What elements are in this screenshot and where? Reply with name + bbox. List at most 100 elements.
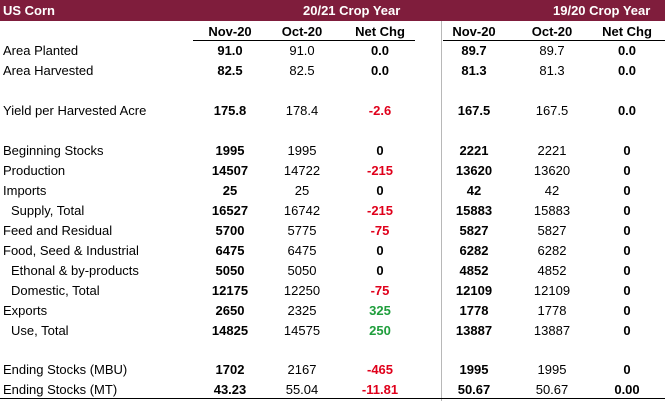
table-cell: -75 [370, 223, 390, 238]
table-cell: 91.0 [289, 43, 315, 58]
table-cell: -11.81 [361, 382, 399, 397]
table-cell: 2221 [537, 143, 567, 158]
table-cell: 5827 [459, 223, 489, 238]
table-cell: 5700 [215, 223, 245, 238]
col-cur-oct: Oct-20 [281, 24, 323, 39]
row-label: Yield per Harvested Acre [3, 103, 147, 118]
table-row: Imports 25 25 0 42 42 0 [0, 181, 665, 201]
table-cell: 13620 [533, 163, 571, 178]
table-cell: 81.3 [539, 63, 565, 78]
table-cell: 0.0 [617, 63, 637, 78]
table-cell: 0.00 [614, 382, 640, 397]
table-cell: 4852 [459, 263, 489, 278]
table-cell: 13620 [455, 163, 493, 178]
table-cell: 6282 [537, 243, 567, 258]
table-cell: 0 [376, 183, 384, 198]
table-cell: 14575 [283, 323, 321, 338]
col-prev-oct: Oct-20 [531, 24, 573, 39]
table-cell: 5050 [215, 263, 245, 278]
table-cell: 13887 [533, 323, 571, 338]
table-cell: 25 [222, 183, 238, 198]
table-row: Yield per Harvested Acre 175.8 178.4 -2.6 16… [0, 101, 665, 121]
table-cell: -2.6 [368, 103, 392, 118]
table-cell: 89.7 [461, 43, 487, 58]
table-cell: 0.0 [370, 43, 390, 58]
table-cell: 0 [623, 263, 631, 278]
row-label: Ethonal & by-products [11, 263, 139, 278]
table-cell: 14507 [211, 163, 249, 178]
table-cell: 1778 [459, 303, 489, 318]
table-cell: 12250 [283, 283, 321, 298]
table-cell: 0.0 [617, 43, 637, 58]
table-cell: 1995 [215, 143, 245, 158]
table-cell: 1995 [287, 143, 317, 158]
col-cur-chg: Net Chg [355, 24, 405, 39]
table-cell: -465 [366, 362, 394, 377]
row-label: Production [3, 163, 66, 178]
table-cell: 5050 [287, 263, 317, 278]
table-cell: 325 [369, 303, 391, 318]
table-cell: 4852 [537, 263, 567, 278]
table-cell: 16527 [211, 203, 249, 218]
table-cell: 42 [544, 183, 560, 198]
table-cell: 0 [623, 243, 631, 258]
table-row: Feed and Residual 5700 5775 -75 5827 5827 0 [0, 221, 665, 241]
table-cell: 1995 [537, 362, 567, 377]
row-label: Ending Stocks (MT) [3, 382, 118, 397]
table-cell: 0 [623, 323, 631, 338]
header-underline-previous [443, 40, 665, 41]
table-cell: 1778 [537, 303, 567, 318]
row-label: Exports [3, 303, 48, 318]
table-cell: 50.67 [457, 382, 491, 397]
table-cell: 82.5 [289, 63, 315, 78]
table-row: Ending Stocks (MT) 43.23 55.04 -11.81 50.67 5… [0, 380, 665, 400]
table-cell: -215 [366, 203, 394, 218]
header-underline-current [193, 40, 415, 41]
table-row: Supply, Total 16527 16742 -215 15883 15883 0 [0, 201, 665, 221]
table-cell: 50.67 [535, 382, 569, 397]
row-label: Area Harvested [3, 63, 94, 78]
table-cell: 5827 [537, 223, 567, 238]
col-prev-nov: Nov-20 [452, 24, 496, 39]
table-cell: 167.5 [535, 103, 569, 118]
table-cell: 0 [623, 303, 631, 318]
table-row: Food, Seed & Industrial 6475 6475 0 6282 6282… [0, 241, 665, 261]
table-row: Exports 2650 2325 325 1778 1778 0 [0, 301, 665, 321]
table-cell: 0 [623, 223, 631, 238]
table-cell: 14825 [211, 323, 249, 338]
row-label: Ending Stocks (MBU) [3, 362, 128, 377]
table-cell: 0.0 [370, 63, 390, 78]
bottom-border [0, 398, 665, 399]
col-cur-nov: Nov-20 [208, 24, 252, 39]
table-cell: 2325 [287, 303, 317, 318]
table-cell: 16742 [283, 203, 321, 218]
table-cell: 0 [376, 143, 384, 158]
crop-year-current: 20/21 Crop Year [303, 3, 401, 18]
section-divider [441, 21, 442, 401]
table-header-bar: US Corn 20/21 Crop Year 19/20 Crop Year [0, 0, 665, 21]
table-cell: 0 [623, 183, 631, 198]
table-cell: 0 [376, 243, 384, 258]
table-cell: 12109 [455, 283, 493, 298]
table-cell: 6282 [459, 243, 489, 258]
table-cell: 55.04 [285, 382, 319, 397]
table-cell: 1995 [459, 362, 489, 377]
table-cell: 0 [623, 163, 631, 178]
table-row: Area Planted 91.0 91.0 0.0 89.7 89.7 0.0 [0, 41, 665, 61]
table-cell: 2650 [215, 303, 245, 318]
table-cell: 6475 [215, 243, 245, 258]
row-label: Domestic, Total [11, 283, 100, 298]
table-cell: 167.5 [457, 103, 491, 118]
table-row: Use, Total 14825 14575 250 13887 13887 0 [0, 321, 665, 341]
table-cell: 89.7 [539, 43, 565, 58]
table-row: Ethonal & by-products 5050 5050 0 4852 4852 0 [0, 261, 665, 281]
table-cell: 175.8 [213, 103, 247, 118]
table-row: Beginning Stocks 1995 1995 0 2221 2221 0 [0, 141, 665, 161]
row-label: Supply, Total [11, 203, 85, 218]
row-label: Food, Seed & Industrial [3, 243, 139, 258]
table-cell: 12175 [211, 283, 249, 298]
table-cell: 91.0 [217, 43, 243, 58]
table-cell: 2167 [287, 362, 317, 377]
column-headers: Nov-20 Oct-20 Net Chg Nov-20 Oct-20 Net … [0, 21, 665, 42]
row-label: Area Planted [3, 43, 79, 58]
